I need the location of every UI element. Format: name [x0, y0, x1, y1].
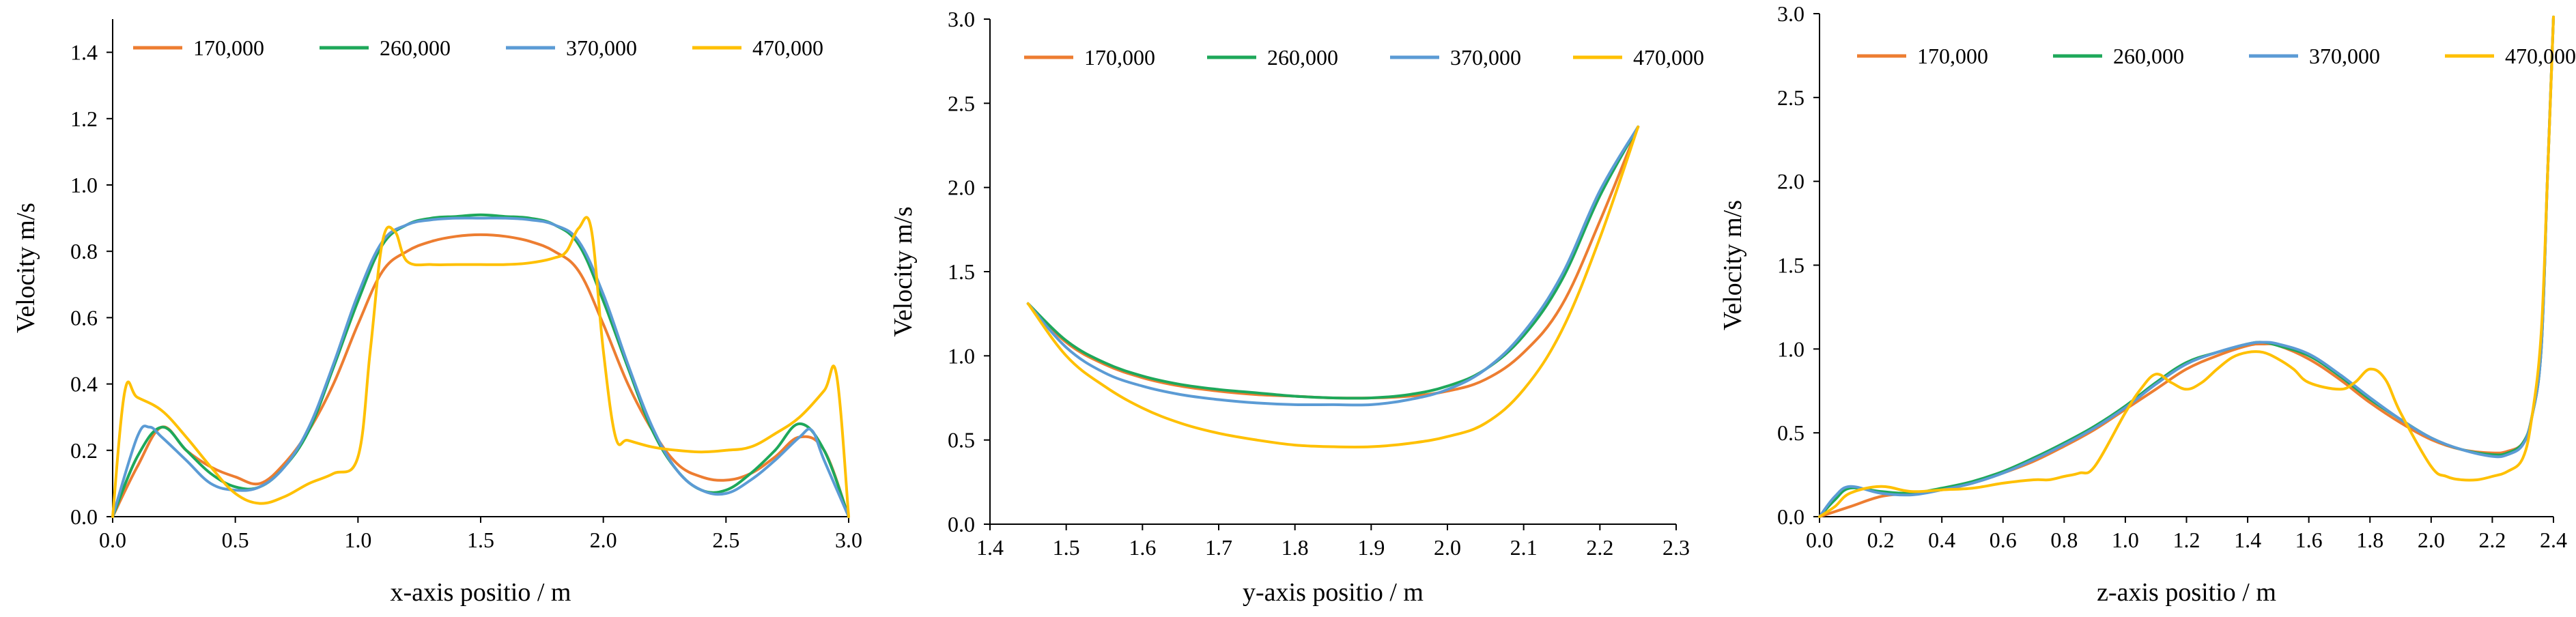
y-tick-label: 0.6 — [70, 305, 98, 330]
series-line-370000 — [1818, 15, 2555, 518]
series-line-260000 — [1818, 15, 2555, 518]
x-tick-label: 2.3 — [1662, 535, 1690, 560]
x-tick-label: 2.2 — [1586, 535, 1613, 560]
series-line-170000 — [1818, 15, 2555, 518]
y-tick-label: 0.2 — [70, 438, 98, 463]
legend-label: 260,000 — [380, 35, 451, 60]
x-tick-label: 1.8 — [1282, 535, 1309, 560]
x-tick-label: 0.0 — [1806, 528, 1833, 552]
x-tick-label: 0.6 — [1990, 528, 2017, 552]
x-tick-label: 2.0 — [2418, 528, 2445, 552]
legend: 170,000 260,000 370,000 470,000 — [1857, 44, 2576, 68]
x-axis-title: z-axis positio / m — [2097, 578, 2276, 607]
x-tick-label: 1.7 — [1205, 535, 1232, 560]
y-tick-label: 0.8 — [70, 239, 98, 263]
x-tick-label: 1.5 — [1053, 535, 1080, 560]
legend-label: 470,000 — [1633, 45, 1704, 70]
y-axis-title: Velocity m/s — [12, 203, 40, 333]
legend-label: 170,000 — [193, 35, 264, 60]
y-tick-label: 0.0 — [70, 504, 98, 529]
series-line-260000 — [1026, 125, 1640, 400]
x-tick-label: 0.0 — [99, 528, 126, 552]
y-tick-label: 0.5 — [948, 428, 975, 453]
x-tick-label: 3.0 — [835, 528, 862, 552]
y-tick-label: 0.0 — [948, 512, 975, 536]
y-tick-label: 1.0 — [948, 343, 975, 368]
y-tick-label: 1.4 — [70, 40, 98, 65]
y-tick-label: 0.4 — [70, 372, 98, 397]
chart-panel-2: 0.0 0.5 1.0 1.5 2.0 2.5 3.0 1.4 1.5 1.6 1.7 1.8 1.9 2… — [889, 7, 1704, 607]
legend: 170,000 260,000 370,000 470,000 — [1024, 45, 1704, 70]
x-tick-label: 2.5 — [712, 528, 739, 552]
legend-label: 370,000 — [1450, 45, 1521, 70]
series-line-370000 — [1026, 125, 1640, 407]
x-tick-label: 2.1 — [1510, 535, 1538, 560]
x-tick-label: 1.9 — [1357, 535, 1385, 560]
y-tick-label: 1.5 — [948, 259, 975, 284]
x-tick-label: 2.0 — [590, 528, 617, 552]
y-tick-label: 0.5 — [1777, 420, 1804, 445]
series-line-370000 — [111, 216, 850, 518]
x-tick-label: 1.8 — [2356, 528, 2383, 552]
x-tick-label: 2.4 — [2540, 528, 2567, 552]
x-tick-label: 2.2 — [2478, 528, 2506, 552]
y-axis-title: Velocity m/s — [1718, 200, 1747, 330]
chart-panel-3: 0.0 0.5 1.0 1.5 2.0 2.5 3.0 0.0 0.2 0.4 0.6 0.8 1.0 1… — [1718, 1, 2576, 607]
series-line-170000 — [111, 233, 850, 518]
y-tick-label: 1.0 — [70, 173, 98, 197]
series-line-470000 — [111, 216, 850, 518]
x-tick-label: 0.4 — [1928, 528, 1955, 552]
series-line-470000 — [1026, 125, 1640, 449]
legend-label: 370,000 — [2309, 44, 2380, 68]
legend-label: 470,000 — [752, 35, 823, 60]
x-tick-label: 0.5 — [222, 528, 249, 552]
legend-label: 370,000 — [566, 35, 637, 60]
legend-label: 170,000 — [1917, 44, 1988, 68]
y-tick-label: 2.5 — [948, 91, 975, 115]
x-tick-label: 0.8 — [2050, 528, 2078, 552]
x-tick-label: 1.2 — [2173, 528, 2200, 552]
y-axis-title: Velocity m/s — [889, 206, 918, 336]
x-axis-title: y-axis positio / m — [1243, 578, 1424, 607]
x-axis-title: x-axis positio / m — [391, 578, 571, 607]
x-tick-label: 0.2 — [1867, 528, 1895, 552]
y-tick-label: 3.0 — [1777, 1, 1804, 26]
legend-label: 260,000 — [1267, 45, 1338, 70]
chart-panel-1: 0.0 0.2 0.4 0.6 0.8 1.0 1.2 1.4 0.0 0.5 1.0 1.5 2.0 2… — [12, 19, 862, 607]
x-tick-label: 1.5 — [467, 528, 494, 552]
x-tick-label: 1.6 — [1129, 535, 1156, 560]
y-tick-label: 1.0 — [1777, 336, 1804, 361]
y-tick-label: 1.5 — [1777, 253, 1804, 278]
y-tick-label: 2.0 — [1777, 169, 1804, 194]
y-tick-label: 3.0 — [948, 7, 975, 31]
series-line-470000 — [1818, 15, 2555, 518]
y-tick-label: 0.0 — [1777, 504, 1804, 529]
x-tick-label: 1.4 — [2234, 528, 2261, 552]
x-tick-label: 2.0 — [1434, 535, 1461, 560]
x-tick-label: 1.6 — [2295, 528, 2323, 552]
legend-label: 170,000 — [1084, 45, 1155, 70]
x-tick-label: 1.0 — [2112, 528, 2139, 552]
x-tick-label: 1.4 — [976, 535, 1004, 560]
legend-label: 470,000 — [2505, 44, 2576, 68]
legend-label: 260,000 — [2113, 44, 2184, 68]
series-line-260000 — [111, 213, 850, 518]
y-tick-label: 2.5 — [1777, 85, 1804, 110]
legend: 170,000 260,000 370,000 470,000 — [133, 35, 823, 60]
x-tick-label: 1.0 — [344, 528, 371, 552]
y-tick-label: 2.0 — [948, 175, 975, 200]
y-tick-label: 1.2 — [70, 106, 98, 131]
